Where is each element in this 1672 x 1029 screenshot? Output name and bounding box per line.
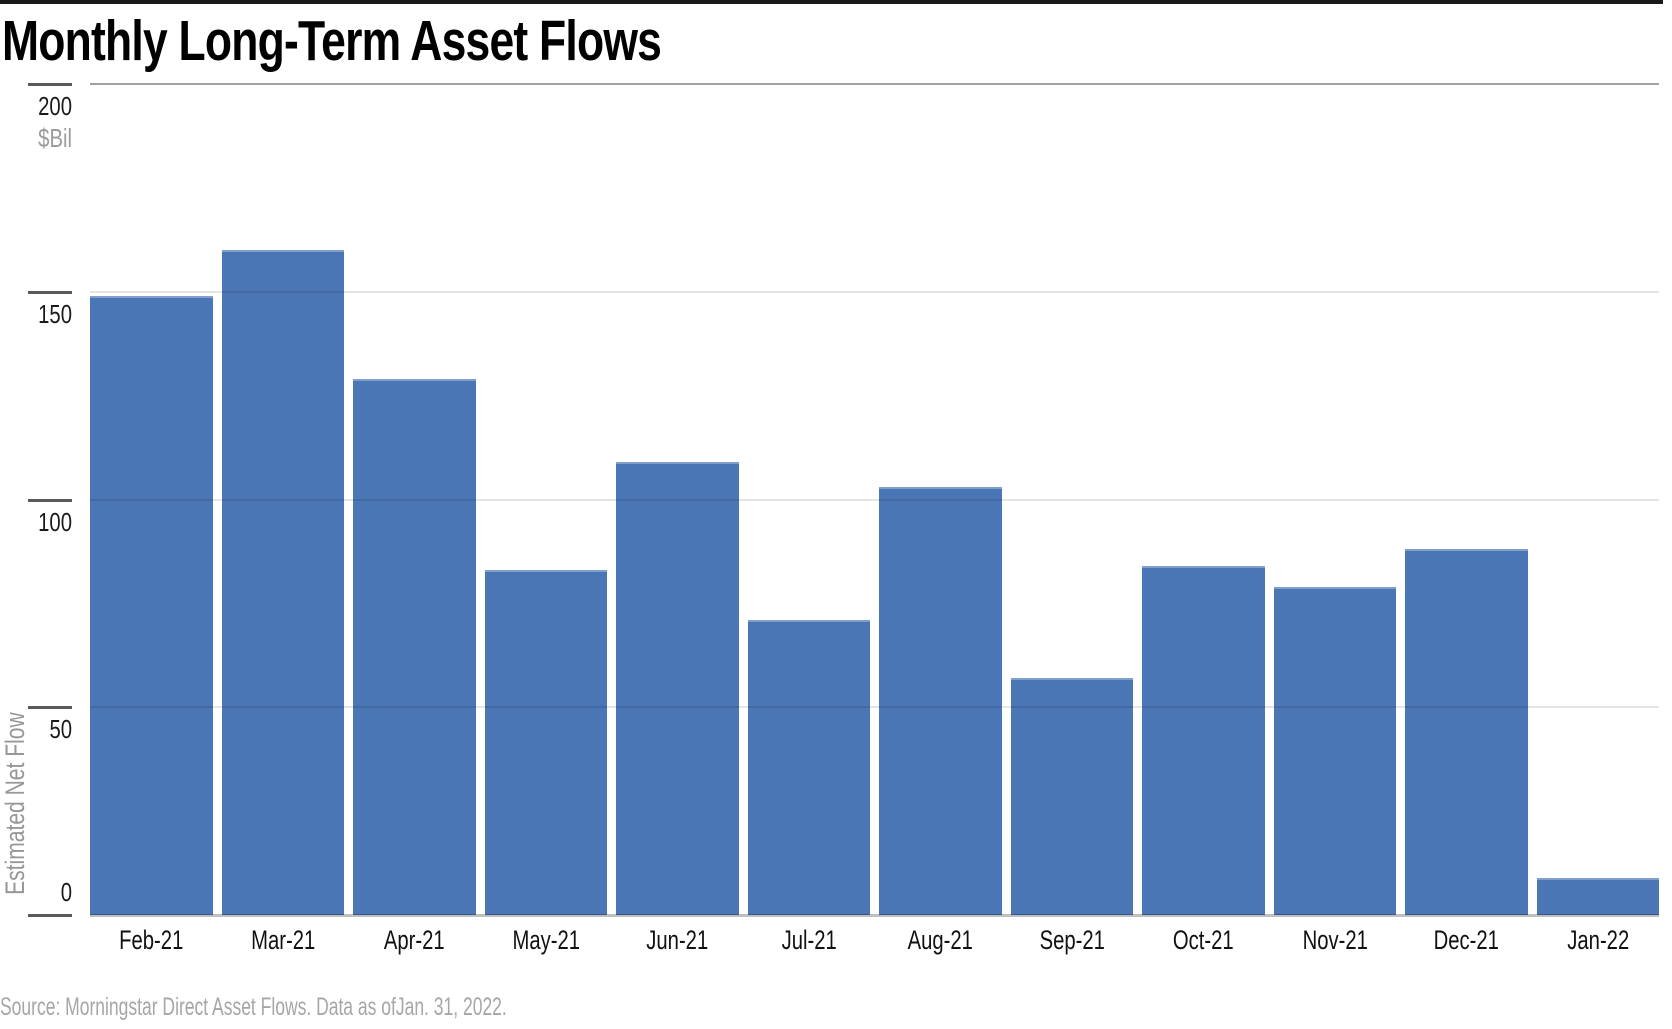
gridline-50 <box>90 706 1659 709</box>
bar-mar-21 <box>221 250 344 915</box>
y-tick-50 <box>28 706 72 710</box>
bar-sep-21 <box>1010 678 1133 915</box>
x-label-may-21: May-21 <box>511 925 580 955</box>
bar-may-21 <box>484 570 607 915</box>
x-label-aug-21: Aug-21 <box>907 925 973 955</box>
x-label-apr-21: Apr-21 <box>383 925 445 955</box>
x-label-dec-21: Dec-21 <box>1433 925 1499 955</box>
x-label-jul-21: Jul-21 <box>781 925 837 955</box>
source-note: Source: Morningstar Direct Asset Flows. … <box>0 993 507 1021</box>
chart-title: Monthly Long-Term Asset Flows <box>2 9 662 73</box>
gridline-100 <box>90 498 1659 501</box>
x-label-jun-21: Jun-21 <box>646 925 709 955</box>
bar-jul-21 <box>747 619 870 915</box>
y-axis-unit-label: $Bil <box>38 123 72 153</box>
bar-oct-21 <box>1142 565 1265 915</box>
y-tick-150 <box>28 290 72 294</box>
bar-jun-21 <box>616 462 739 915</box>
gridline-0 <box>90 914 1659 917</box>
x-label-jan-22: Jan-22 <box>1566 925 1629 955</box>
x-label-nov-21: Nov-21 <box>1302 925 1368 955</box>
bar-jan-22 <box>1536 877 1659 915</box>
x-label-mar-21: Mar-21 <box>250 925 315 955</box>
bar-apr-21 <box>353 379 476 915</box>
y-tick-200 <box>28 83 72 86</box>
y-axis-title: Estimated Net Flow <box>0 712 30 895</box>
x-label-sep-21: Sep-21 <box>1039 925 1105 955</box>
gridline-200 <box>90 83 1659 85</box>
y-tick-0 <box>28 914 72 917</box>
top-border-rule <box>0 0 1663 4</box>
x-label-feb-21: Feb-21 <box>119 925 184 955</box>
y-tick-label-150: 150 <box>38 298 72 329</box>
x-label-oct-21: Oct-21 <box>1172 925 1234 955</box>
bar-feb-21 <box>90 295 213 915</box>
y-tick-label-0: 0 <box>60 877 72 907</box>
gridline-150 <box>90 290 1659 293</box>
bar-dec-21 <box>1405 549 1528 915</box>
bar-nov-21 <box>1273 586 1396 915</box>
y-tick-label-50: 50 <box>49 714 72 745</box>
y-tick-100 <box>28 498 72 502</box>
y-tick-label-100: 100 <box>38 506 72 537</box>
y-tick-label-200: 200 <box>38 91 72 121</box>
bar-aug-21 <box>879 487 1002 915</box>
